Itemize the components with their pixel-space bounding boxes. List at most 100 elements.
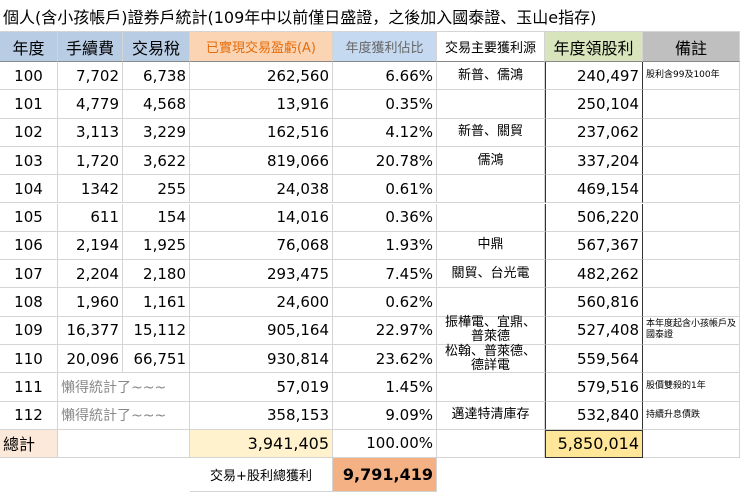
dividend-cell: 506,220 xyxy=(545,203,643,232)
note-cell xyxy=(643,231,740,261)
note-cell xyxy=(643,203,740,232)
year-cell: 105 xyxy=(0,203,58,232)
share-cell: 22.97% xyxy=(333,316,437,345)
blank xyxy=(643,429,740,458)
share-cell: 6.66% xyxy=(333,62,437,91)
year-cell: 106 xyxy=(0,231,58,261)
note-cell: 股價雙殺的1年 xyxy=(643,373,740,402)
total-pnl: 3,941,405 xyxy=(190,429,333,458)
source-cell xyxy=(437,90,545,119)
dividend-cell: 240,497 xyxy=(545,62,643,91)
pnl-cell: 905,164 xyxy=(190,316,333,345)
fee-cell: 2,194 xyxy=(58,231,123,261)
source-cell: 儒鴻 xyxy=(437,146,545,176)
share-cell: 0.61% xyxy=(333,175,437,204)
source-cell: 中鼎 xyxy=(437,231,545,261)
dividend-cell: 527,408 xyxy=(545,316,643,345)
source-cell xyxy=(437,175,545,204)
year-cell: 108 xyxy=(0,288,58,317)
year-cell: 101 xyxy=(0,90,58,119)
share-cell: 1.45% xyxy=(333,373,437,402)
year-cell: 102 xyxy=(0,118,58,147)
source-cell xyxy=(437,373,545,402)
column-header: 年度 xyxy=(0,32,58,62)
source-cell: 新普、關貿 xyxy=(437,118,545,147)
tax-cell: 1,925 xyxy=(123,231,190,261)
pnl-cell: 57,019 xyxy=(190,373,333,402)
tax-cell: 3,622 xyxy=(123,146,190,176)
column-header: 年度獲利佔比 xyxy=(333,32,437,62)
year-cell: 111 xyxy=(0,373,58,402)
source-cell xyxy=(437,288,545,317)
source-cell: 邁達特清庫存 xyxy=(437,401,545,430)
column-header: 年度領股利 xyxy=(545,32,643,62)
fee-cell: 611 xyxy=(58,203,123,232)
note-cell xyxy=(643,175,740,204)
note-cell xyxy=(643,260,740,289)
pnl-cell: 293,475 xyxy=(190,260,333,289)
fee-cell: 20,096 xyxy=(58,345,123,374)
pnl-cell: 24,038 xyxy=(190,175,333,204)
fee-cell: 1,960 xyxy=(58,288,123,317)
year-cell: 100 xyxy=(0,62,58,91)
total-share: 100.00% xyxy=(333,429,437,458)
note-cell xyxy=(643,288,740,317)
note-cell: 股利含99及100年 xyxy=(643,62,740,91)
tax-cell: 255 xyxy=(123,175,190,204)
title: 個人(含小孩帳戶)證券戶統計(109年中以前僅日盛證，之後加入國泰證、玉山e指存… xyxy=(0,0,740,32)
column-header: 已實現交易盈虧(A) xyxy=(190,32,333,62)
source-cell: 新普、儒鴻 xyxy=(437,62,545,91)
note-cell xyxy=(643,345,740,374)
fee-cell: 2,204 xyxy=(58,260,123,289)
year-cell: 104 xyxy=(0,175,58,204)
pnl-cell: 819,066 xyxy=(190,146,333,176)
pnl-cell: 24,600 xyxy=(190,288,333,317)
fee-cell: 16,377 xyxy=(58,316,123,345)
tax-cell: 15,112 xyxy=(123,316,190,345)
dividend-cell: 237,062 xyxy=(545,118,643,147)
pnl-cell: 262,560 xyxy=(190,62,333,91)
share-cell: 1.93% xyxy=(333,231,437,261)
share-cell: 20.78% xyxy=(333,146,437,176)
grand-total-label: 交易+股利總獲利 xyxy=(190,457,333,492)
source-cell: 振樺電、宜鼎、普萊德 xyxy=(437,316,545,345)
blank xyxy=(58,429,190,458)
share-cell: 7.45% xyxy=(333,260,437,289)
column-header: 交易主要獲利源 xyxy=(437,32,545,62)
year-cell: 103 xyxy=(0,146,58,176)
year-cell: 107 xyxy=(0,260,58,289)
lazy-note: 懶得統計了~~~ xyxy=(58,401,190,430)
dividend-cell: 579,516 xyxy=(545,373,643,402)
blank xyxy=(437,429,545,458)
share-cell: 23.62% xyxy=(333,345,437,374)
source-cell: 關貿、台光電 xyxy=(437,260,545,289)
dividend-cell: 482,262 xyxy=(545,260,643,289)
tax-cell: 2,180 xyxy=(123,260,190,289)
tax-cell: 154 xyxy=(123,203,190,232)
grand-total-value: 9,791,419 xyxy=(333,457,437,492)
dividend-cell: 559,564 xyxy=(545,345,643,374)
dividend-cell: 560,816 xyxy=(545,288,643,317)
column-header: 備註 xyxy=(643,32,740,62)
note-cell xyxy=(643,90,740,119)
dividend-cell: 532,840 xyxy=(545,401,643,430)
tax-cell: 1,161 xyxy=(123,288,190,317)
total-label: 總計 xyxy=(0,429,58,458)
total-dividend: 5,850,014 xyxy=(545,429,643,458)
note-cell: 持續升息債跌 xyxy=(643,401,740,430)
tax-cell: 3,229 xyxy=(123,118,190,147)
tax-cell: 66,751 xyxy=(123,345,190,374)
fee-cell: 3,113 xyxy=(58,118,123,147)
note-cell xyxy=(643,118,740,147)
pnl-cell: 76,068 xyxy=(190,231,333,261)
year-cell: 112 xyxy=(0,401,58,430)
lazy-note: 懶得統計了~~~ xyxy=(58,373,190,402)
source-cell xyxy=(437,203,545,232)
pnl-cell: 358,153 xyxy=(190,401,333,430)
share-cell: 0.62% xyxy=(333,288,437,317)
fee-cell: 1,720 xyxy=(58,146,123,176)
note-cell: 本年度起含小孩帳戶及國泰證 xyxy=(643,316,740,345)
note-cell xyxy=(643,146,740,176)
pnl-cell: 930,814 xyxy=(190,345,333,374)
pnl-cell: 162,516 xyxy=(190,118,333,147)
